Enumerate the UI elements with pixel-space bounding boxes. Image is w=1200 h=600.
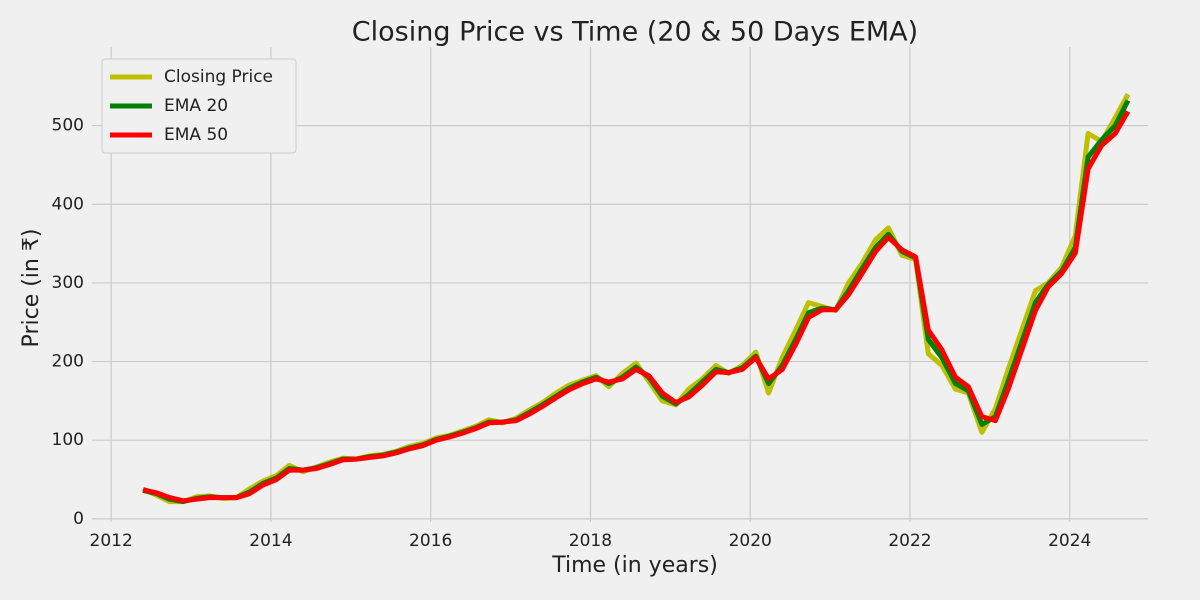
x-axis-label: Time (in years) [551,553,718,578]
y-tick-label: 400 [52,194,84,214]
y-tick-label: 100 [52,430,84,450]
x-tick-label: 2018 [569,531,612,551]
legend-box [101,58,297,154]
y-axis-label: Price (in ₹) [19,229,44,348]
x-tick-label: 2024 [1048,531,1091,551]
x-tick-label: 2012 [90,531,133,551]
chart-title: Closing Price vs Time (20 & 50 Days EMA) [352,17,918,48]
legend-label: Closing Price [164,67,273,87]
legend-label: EMA 20 [164,96,228,116]
x-tick-label: 2016 [409,531,452,551]
y-tick-label: 300 [52,273,84,293]
y-tick-label: 200 [52,352,84,372]
y-tick-label: 0 [73,509,84,529]
x-tick-label: 2022 [888,531,931,551]
legend-label: EMA 50 [164,125,228,145]
x-tick-label: 2014 [249,531,292,551]
series-line [142,110,1131,504]
y-tick-label: 500 [52,116,84,136]
x-tick-label: 2020 [729,531,772,551]
